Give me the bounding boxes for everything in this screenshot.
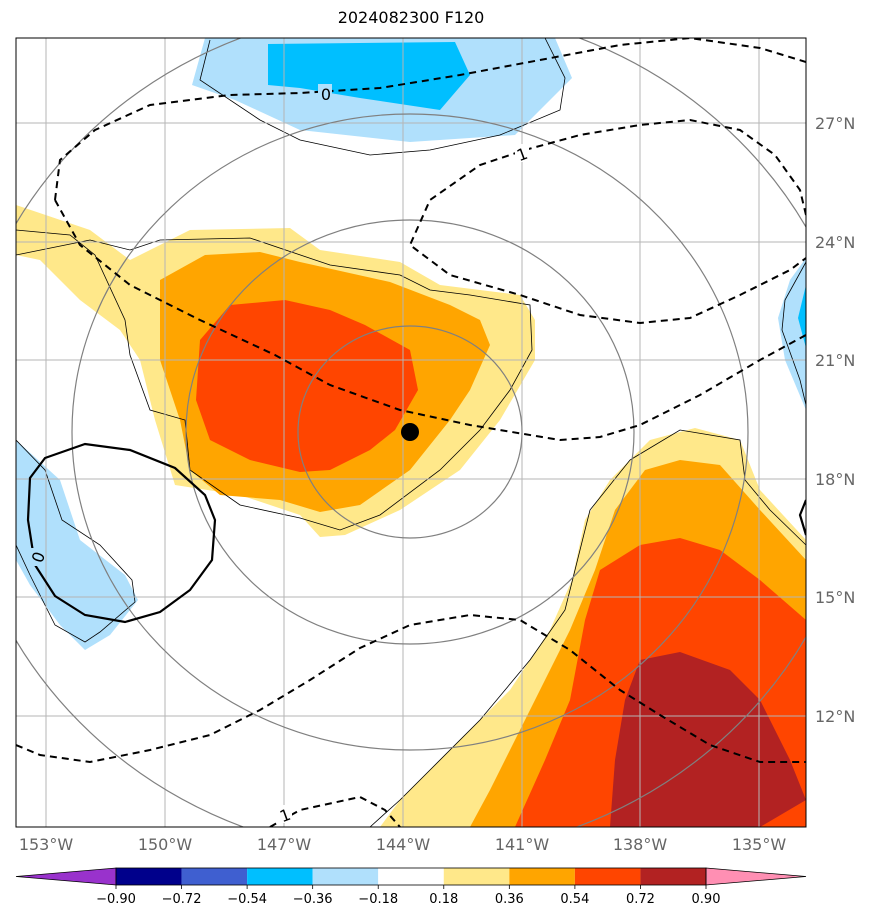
dashed-contours xyxy=(16,38,806,827)
strong-negative-anomaly-north xyxy=(268,42,470,110)
colorbar-swatch xyxy=(116,868,182,885)
graticule xyxy=(16,38,806,827)
colorbar-swatch xyxy=(247,868,313,885)
colorbar-tick-label: 0.18 xyxy=(429,892,458,907)
lon-tick-label: 144°W xyxy=(376,835,431,854)
lon-tick-label: 138°W xyxy=(613,835,668,854)
colorbar-swatch xyxy=(640,868,706,885)
lat-tick-label: 21°N xyxy=(815,351,855,370)
contour-labels: 0 1 0 1 xyxy=(28,84,530,826)
negative-anomaly-region-east xyxy=(778,258,806,410)
colorbar-tick-label: 0.36 xyxy=(495,892,524,907)
colorbar-outline xyxy=(115,867,707,886)
colorbar-tick-label: 0.90 xyxy=(692,892,721,907)
longitude-tick-labels: 153°W 150°W 147°W 144°W 141°W 138°W 135°… xyxy=(19,835,787,854)
colorbar-swatch xyxy=(378,868,444,885)
colorbar-tick-label: 0.72 xyxy=(626,892,655,907)
plot-frame xyxy=(15,37,807,828)
colorbar-swatch xyxy=(509,868,575,885)
map-title: 2024082300 F120 xyxy=(337,8,485,27)
colorbar-swatch xyxy=(312,868,379,885)
lon-tick-label: 135°W xyxy=(732,835,787,854)
lat-tick-label: 27°N xyxy=(815,114,855,133)
strong-negative-anomaly-east xyxy=(798,285,806,348)
map-plot-area: 0 1 0 1 xyxy=(16,38,806,827)
colorbar-tick-label: −0.36 xyxy=(293,892,333,907)
lat-tick-label: 12°N xyxy=(815,707,855,726)
lat-tick-label: 18°N xyxy=(815,470,855,489)
positive-anomaly-southeast-very-strong xyxy=(610,652,806,827)
colorbar: −0.90 −0.72 −0.54 −0.36 −0.18 0.18 0.36 0.54 0.7… xyxy=(15,867,807,907)
lat-tick-label: 15°N xyxy=(815,588,855,607)
lat-tick-label: 24°N xyxy=(815,233,855,252)
colorbar-swatch xyxy=(181,868,248,885)
colorbar-swatch xyxy=(443,868,510,885)
contour-label: 0 xyxy=(321,85,331,104)
colorbar-tick-label: 0.54 xyxy=(560,892,589,907)
lon-tick-label: 150°W xyxy=(138,835,193,854)
solid-contour-east-edge xyxy=(798,499,806,536)
colorbar-extend-low xyxy=(15,867,117,886)
colorbar-tick-label: −0.90 xyxy=(96,892,136,907)
lon-tick-label: 141°W xyxy=(495,835,550,854)
latitude-tick-labels: 27°N 24°N 21°N 18°N 15°N 12°N xyxy=(815,114,855,726)
colorbar-extend-high xyxy=(705,867,807,886)
colorbar-swatch xyxy=(574,868,641,885)
range-rings xyxy=(16,38,806,827)
colorbar-tick-label: −0.18 xyxy=(358,892,398,907)
solid-contour xyxy=(26,442,217,624)
positive-anomaly-center-strong xyxy=(196,300,418,472)
lon-tick-label: 153°W xyxy=(19,835,74,854)
storm-center-marker xyxy=(401,423,419,441)
colorbar-tick-label: −0.72 xyxy=(162,892,202,907)
lon-tick-label: 147°W xyxy=(257,835,312,854)
colorbar-tick-label: −0.54 xyxy=(227,892,267,907)
